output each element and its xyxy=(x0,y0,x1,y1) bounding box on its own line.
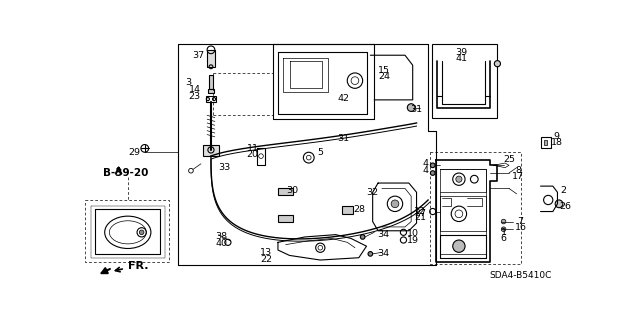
Circle shape xyxy=(431,163,435,168)
Circle shape xyxy=(360,235,365,239)
Text: 40: 40 xyxy=(216,239,228,249)
Bar xyxy=(86,200,168,262)
Text: 17: 17 xyxy=(512,172,524,182)
Text: 31: 31 xyxy=(410,105,422,114)
Text: 32: 32 xyxy=(367,188,379,197)
Text: 4: 4 xyxy=(423,166,429,175)
Text: 12: 12 xyxy=(415,207,426,216)
Text: 20: 20 xyxy=(246,150,259,159)
Circle shape xyxy=(140,230,144,235)
Text: FR.: FR. xyxy=(115,261,148,272)
Text: 15: 15 xyxy=(378,66,390,75)
Text: 7: 7 xyxy=(518,217,524,226)
Text: 8: 8 xyxy=(515,166,521,175)
Circle shape xyxy=(501,227,506,232)
Text: 23: 23 xyxy=(189,92,201,100)
Text: 25: 25 xyxy=(503,155,515,164)
Text: 41: 41 xyxy=(455,54,467,63)
Bar xyxy=(278,189,293,195)
Text: 1: 1 xyxy=(500,228,507,237)
Text: 18: 18 xyxy=(550,138,563,147)
Bar xyxy=(342,206,353,214)
Bar xyxy=(209,75,213,89)
Text: 34: 34 xyxy=(378,249,390,258)
Bar xyxy=(541,137,550,148)
Text: 34: 34 xyxy=(378,230,390,239)
Circle shape xyxy=(368,252,372,256)
Text: 3: 3 xyxy=(185,78,191,87)
Text: 5: 5 xyxy=(317,148,323,157)
Bar xyxy=(208,89,214,93)
Circle shape xyxy=(391,200,399,208)
Bar xyxy=(204,145,219,156)
Circle shape xyxy=(555,200,563,208)
Text: 24: 24 xyxy=(378,72,390,81)
Text: 39: 39 xyxy=(455,48,467,57)
Text: 26: 26 xyxy=(559,202,571,211)
Bar xyxy=(545,140,547,145)
Bar xyxy=(432,44,497,118)
Text: 29: 29 xyxy=(128,148,140,157)
Text: 16: 16 xyxy=(515,223,527,232)
Text: 38: 38 xyxy=(216,233,228,241)
Circle shape xyxy=(494,61,500,67)
Text: 4: 4 xyxy=(423,159,429,168)
Text: SDA4-B5410C: SDA4-B5410C xyxy=(490,271,552,280)
Text: 28: 28 xyxy=(353,205,365,214)
Circle shape xyxy=(501,219,506,224)
Text: 21: 21 xyxy=(415,213,426,222)
Text: 6: 6 xyxy=(500,234,507,243)
Circle shape xyxy=(452,240,465,252)
Text: 31: 31 xyxy=(337,134,349,143)
Text: 10: 10 xyxy=(406,229,419,238)
Bar xyxy=(429,152,520,264)
Circle shape xyxy=(407,104,415,111)
Text: 33: 33 xyxy=(218,163,230,172)
Bar xyxy=(278,215,293,221)
Text: 2: 2 xyxy=(560,186,566,195)
Circle shape xyxy=(456,176,462,182)
Circle shape xyxy=(431,171,435,175)
Text: 42: 42 xyxy=(337,94,349,103)
Text: 22: 22 xyxy=(260,255,273,264)
Text: 37: 37 xyxy=(193,51,205,61)
Bar xyxy=(205,96,216,102)
Text: 9: 9 xyxy=(554,132,560,141)
Bar xyxy=(207,50,215,67)
Text: 11: 11 xyxy=(246,144,259,153)
Text: 27: 27 xyxy=(415,209,426,218)
Text: 14: 14 xyxy=(189,85,201,94)
Text: 30: 30 xyxy=(285,186,298,195)
Text: 13: 13 xyxy=(260,248,273,257)
Text: B-39-20: B-39-20 xyxy=(103,168,148,178)
Text: 19: 19 xyxy=(406,235,419,245)
